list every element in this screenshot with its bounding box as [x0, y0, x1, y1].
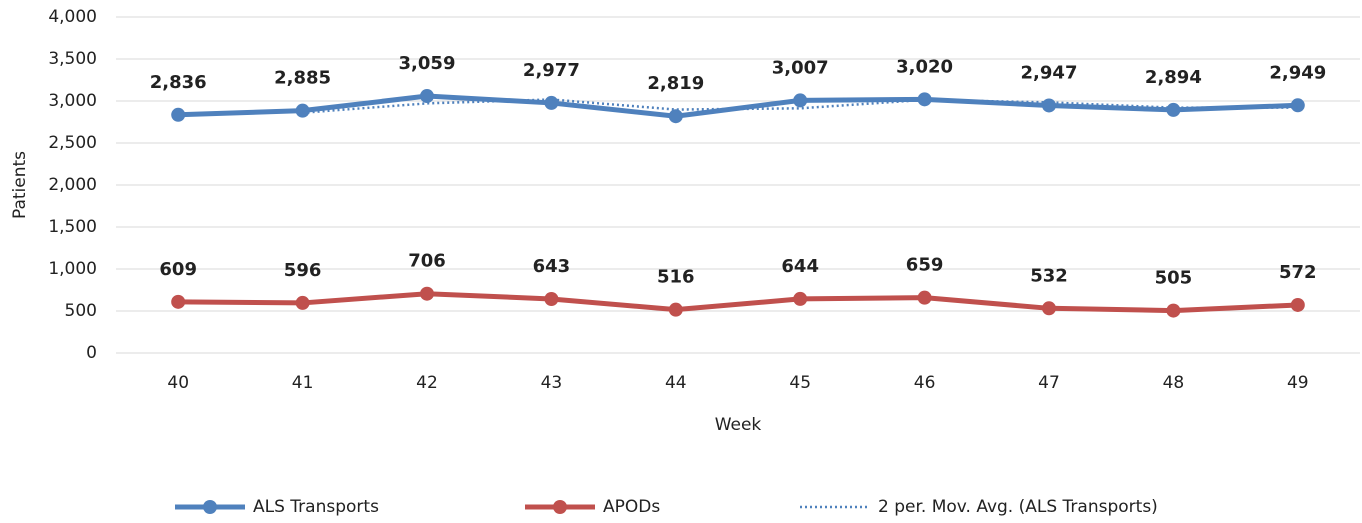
series-line	[178, 93, 1298, 119]
data-label: 644	[781, 256, 819, 277]
series-line	[178, 291, 1298, 314]
x-tick-label: 43	[541, 373, 563, 393]
y-tick-label: 0	[86, 343, 97, 363]
x-tick-label: 47	[1038, 373, 1060, 393]
x-tick-label: 40	[167, 373, 189, 393]
point	[668, 109, 683, 124]
point	[793, 291, 808, 306]
point	[668, 302, 683, 317]
point	[171, 294, 186, 309]
x-tick-label: 44	[665, 373, 687, 393]
point	[917, 92, 932, 107]
y-tick-label: 3,500	[48, 49, 97, 69]
x-tick-label: 49	[1287, 373, 1309, 393]
data-label: 516	[657, 267, 695, 288]
point	[917, 290, 932, 305]
point	[1166, 102, 1181, 117]
data-label: 609	[159, 259, 197, 280]
point	[420, 286, 434, 301]
legend-label: ALS Transports	[253, 497, 379, 517]
point	[1042, 98, 1056, 113]
y-tick-label: 3,000	[48, 91, 97, 111]
data-label: 659	[906, 255, 944, 276]
data-label: 3,020	[896, 56, 953, 77]
y-axis-label: Patients	[10, 151, 30, 219]
point	[420, 89, 434, 104]
y-tick-label: 2,500	[48, 133, 97, 153]
point	[295, 295, 310, 310]
point	[544, 95, 559, 110]
legend-marker	[553, 500, 567, 514]
point	[171, 107, 186, 122]
y-tick-label: 4,000	[48, 7, 97, 27]
legend-marker	[203, 500, 217, 514]
data-label: 2,949	[1269, 62, 1326, 83]
data-label: 596	[284, 260, 322, 281]
data-label: 3,007	[772, 57, 829, 78]
y-tick-label: 2,000	[48, 175, 97, 195]
data-label: 572	[1279, 262, 1317, 283]
data-label: 706	[408, 251, 446, 272]
x-axis-label: Week	[715, 415, 762, 435]
point	[1290, 98, 1305, 113]
x-tick-label: 41	[292, 373, 314, 393]
data-label: 532	[1030, 265, 1068, 286]
data-label: 2,947	[1021, 62, 1078, 83]
x-tick-label: 45	[789, 373, 811, 393]
point	[295, 103, 310, 118]
data-label: 2,885	[274, 68, 331, 89]
data-label: 2,836	[150, 72, 207, 93]
point	[544, 291, 559, 306]
trendline	[302, 98, 1298, 114]
data-label: 505	[1155, 268, 1193, 289]
y-tick-label: 1,500	[48, 217, 97, 237]
point	[1166, 303, 1181, 318]
point	[793, 93, 808, 108]
data-label: 2,894	[1145, 67, 1202, 88]
x-tick-label: 46	[914, 373, 936, 393]
legend-label: APODs	[603, 497, 660, 517]
point	[1290, 297, 1305, 312]
point	[1042, 301, 1056, 316]
x-tick-label: 42	[416, 373, 438, 393]
data-label: 2,977	[523, 60, 580, 81]
y-tick-label: 500	[65, 301, 97, 321]
data-label: 2,819	[647, 73, 704, 94]
legend-label: 2 per. Mov. Avg. (ALS Transports)	[878, 497, 1158, 517]
y-tick-label: 1,000	[48, 259, 97, 279]
x-tick-label: 48	[1163, 373, 1185, 393]
data-label: 643	[533, 256, 571, 277]
data-label: 3,059	[399, 53, 456, 74]
